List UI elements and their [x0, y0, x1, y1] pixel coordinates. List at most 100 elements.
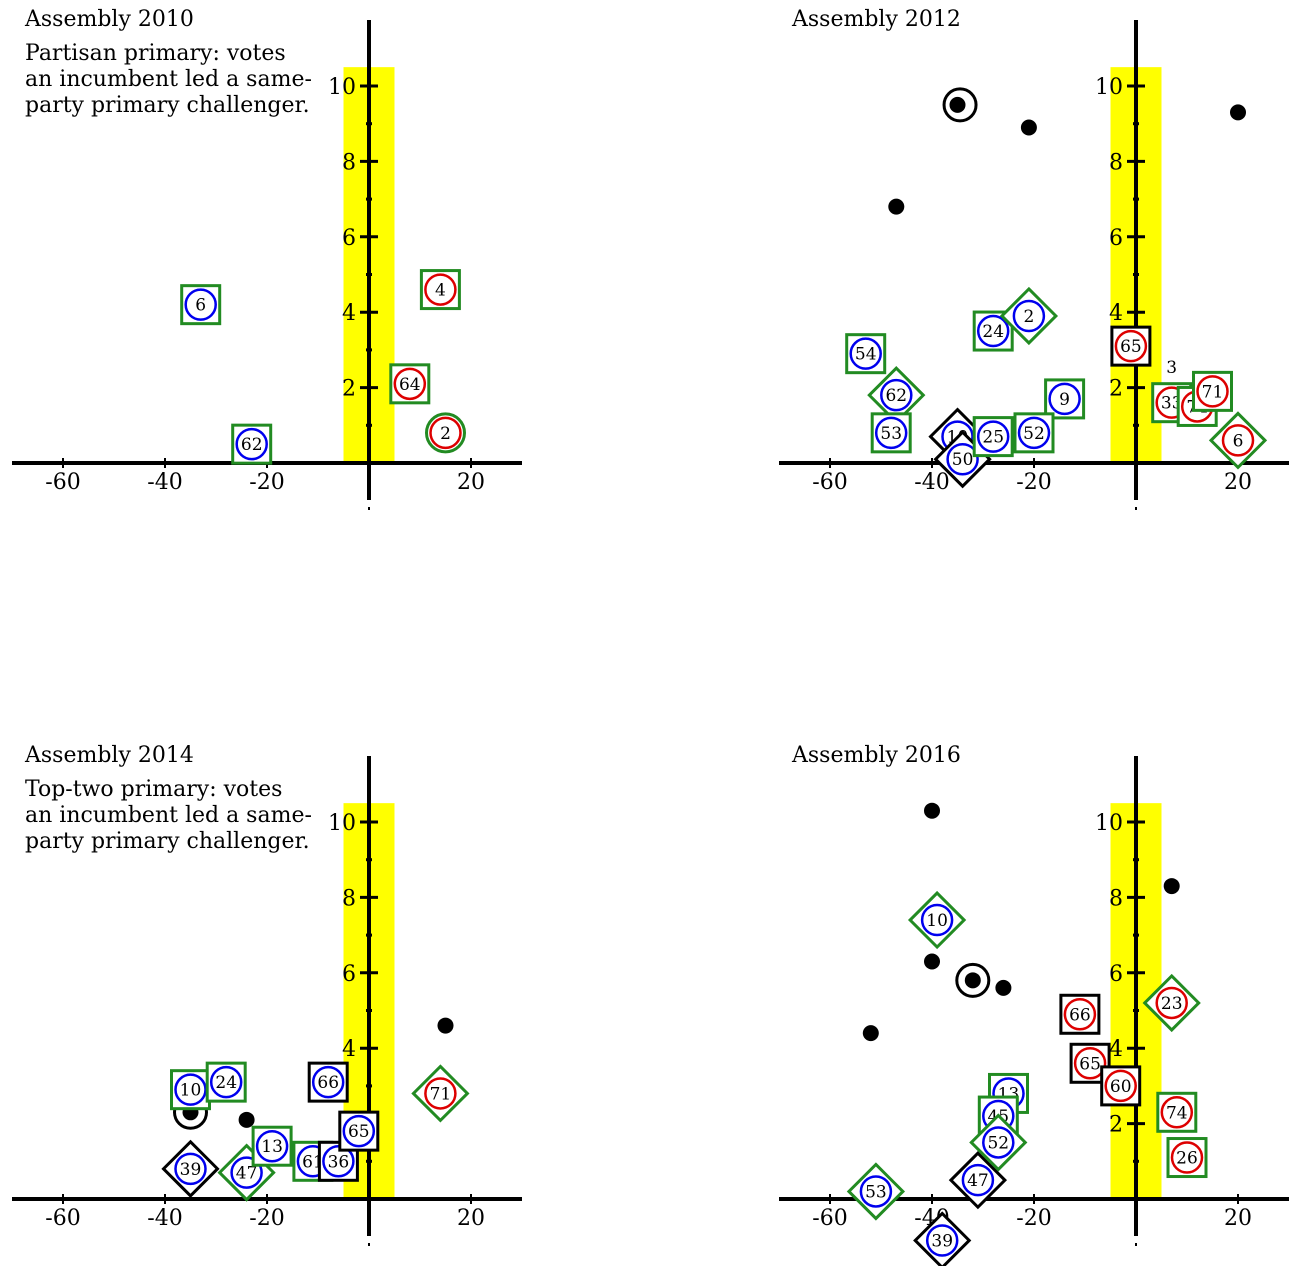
plain-dot — [1020, 119, 1037, 136]
data-point: 60 — [1100, 1065, 1142, 1107]
y-tick-label: 6 — [1109, 962, 1123, 987]
incumbent-circle — [1048, 382, 1081, 416]
plain-dot — [995, 979, 1012, 996]
plain-dot — [1163, 878, 1180, 895]
district-label: 47 — [236, 1164, 258, 1184]
y-tick-label: 2 — [342, 377, 356, 402]
chart-title: Assembly 2014 — [24, 743, 194, 768]
chart-subtitle-line: Partisan primary: votes — [25, 41, 286, 66]
data-point: 52 — [1013, 412, 1055, 454]
incumbent-circle — [1017, 416, 1051, 450]
incumbent-circle — [342, 1114, 376, 1148]
incumbent-circle — [424, 1077, 457, 1110]
district-label: 36 — [328, 1152, 350, 1172]
data-point: 65 — [1110, 325, 1152, 367]
incumbent-circle — [849, 337, 882, 370]
plain-dot — [238, 1111, 255, 1128]
plain-dot — [964, 972, 981, 989]
x-tick-label: 20 — [457, 470, 485, 495]
data-point: 53 — [846, 1162, 906, 1221]
district-label: 2 — [440, 424, 451, 444]
plain-dot — [437, 1017, 454, 1034]
district-label: 2 — [1023, 307, 1034, 327]
data-point: 6 — [180, 284, 222, 326]
district-label: 13 — [261, 1137, 283, 1157]
data-point: 65 — [1069, 1042, 1111, 1084]
plain-dot — [862, 1025, 879, 1042]
x-tick-label: -20 — [249, 470, 284, 495]
incumbent-circle — [1170, 1141, 1204, 1174]
data-point: 52 — [969, 1113, 1028, 1172]
incumbent-circle — [255, 1129, 289, 1163]
district-label: 24 — [982, 322, 1004, 342]
incumbent-circle — [859, 1175, 893, 1208]
district-label: 66 — [317, 1073, 339, 1093]
incumbent-circle — [880, 378, 913, 412]
y-tick-label: 6 — [342, 962, 356, 987]
chart-panel-1: 2 4 6 8 10 -60 -40 -20 20 Assembly 2010 Partisan p… — [12, 7, 522, 510]
y-tick-label: 10 — [328, 811, 356, 836]
y-tick-label: 4 — [342, 1037, 356, 1062]
data-point: 47 — [948, 1151, 1008, 1210]
district-label: 25 — [982, 428, 1004, 448]
y-tick-label: 8 — [342, 150, 356, 175]
data-point: 39 — [913, 1211, 972, 1266]
x-tick-label: -40 — [914, 470, 949, 495]
incumbent-circle — [1155, 986, 1188, 1020]
x-tick-label: -20 — [249, 1206, 284, 1231]
data-point: 62 — [231, 423, 273, 465]
x-tick-label: 20 — [1224, 470, 1252, 495]
incumbent-circle — [874, 416, 908, 450]
data-point: 62 — [867, 366, 926, 425]
x-tick-label: -40 — [147, 470, 182, 495]
x-tick-label: -60 — [812, 470, 847, 495]
incumbent-circle — [961, 1163, 995, 1197]
y-tick-label: 8 — [1109, 150, 1123, 175]
district-label: 23 — [1161, 994, 1183, 1014]
district-label: 53 — [865, 1182, 887, 1202]
x-tick-label: -60 — [812, 1206, 847, 1231]
incumbent-circle — [925, 1224, 959, 1257]
y-tick-label: 6 — [342, 226, 356, 251]
district-label: 52 — [1023, 424, 1045, 444]
data-point: 71 — [1192, 370, 1233, 412]
incumbent-circle — [1073, 1047, 1107, 1080]
data-point: 13 — [251, 1125, 293, 1167]
data-point: 54 — [845, 333, 887, 375]
district-label: 6 — [1233, 431, 1244, 451]
district-label: 53 — [880, 424, 902, 444]
y-tick-label: 10 — [1095, 75, 1123, 100]
data-point: 10 — [170, 1069, 211, 1111]
plain-dot — [1230, 104, 1246, 121]
incumbent-circle — [209, 1065, 243, 1099]
incumbent-circle — [174, 1152, 207, 1186]
district-label: 50 — [952, 450, 974, 470]
incumbent-circle — [424, 273, 457, 306]
data-point: 23 — [1142, 973, 1201, 1033]
chart-panel-3: 24 6 8 10 -60 -40 -20 20 Assembly 2014 Top-two pr… — [12, 743, 522, 1246]
district-label: 65 — [1079, 1054, 1101, 1074]
district-label: 10 — [926, 911, 948, 931]
y-tick-label: 10 — [328, 75, 356, 100]
district-label: 26 — [1176, 1149, 1198, 1169]
district-label: 39 — [931, 1231, 953, 1251]
y-tick-label: 8 — [1109, 886, 1123, 911]
incumbent-circle — [1012, 299, 1046, 333]
incumbent-circle — [1114, 329, 1148, 363]
x-tick-label: 20 — [1224, 1206, 1252, 1231]
chart-subtitle-line: Top-two primary: votes — [25, 777, 282, 802]
data-point: 2 — [425, 412, 466, 454]
data-point: 39 — [161, 1139, 220, 1198]
plain-dot — [949, 96, 966, 113]
district-label: 62 — [885, 386, 907, 406]
incumbent-circle — [429, 416, 462, 450]
chart-subtitle-line: an incumbent led a same- — [25, 67, 312, 92]
district-label: 4 — [435, 281, 446, 301]
y-tick-label: 6 — [1109, 226, 1123, 251]
district-label: 65 — [348, 1122, 370, 1142]
x-tick-label: -60 — [45, 1206, 80, 1231]
incumbent-circle — [1160, 1096, 1194, 1129]
y-tick-label: 4 — [342, 301, 356, 326]
district-label: 64 — [399, 375, 421, 395]
district-label: 66 — [1069, 1005, 1091, 1025]
